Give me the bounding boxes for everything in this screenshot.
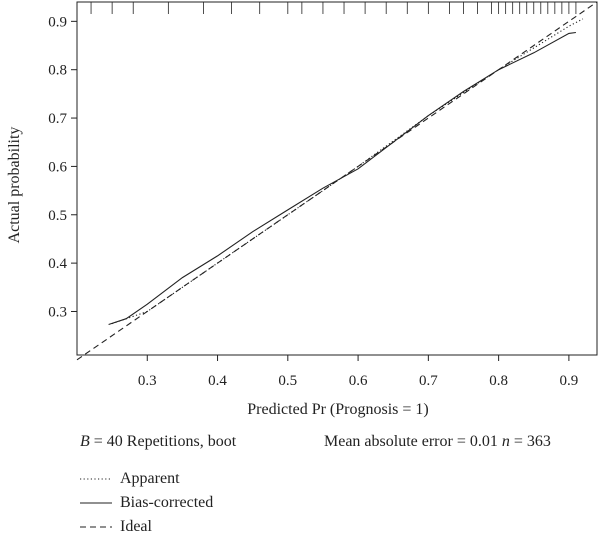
legend-swatch-apparent (80, 478, 112, 480)
legend-label-bias-corrected: Bias-corrected (120, 494, 214, 511)
n-text: = 363 (509, 433, 551, 450)
legend-label-apparent: Apparent (120, 470, 180, 487)
y-tick-label: 0.7 (48, 111, 67, 127)
x-axis-label: Predicted Pr (Prognosis = 1) (247, 401, 428, 418)
x-tick-label: 0.3 (138, 373, 157, 389)
b-symbol: B (80, 433, 90, 450)
legend-label-ideal: Ideal (120, 518, 152, 535)
x-tick-label: 0.9 (560, 373, 579, 389)
legend-swatch-ideal (80, 526, 112, 528)
y-tick-label: 0.8 (48, 63, 67, 79)
y-tick-label: 0.5 (48, 208, 67, 224)
legend-item-apparent: Apparent (80, 469, 180, 489)
bootstrap-info: B = 40 Repetitions, boot (80, 433, 236, 451)
n-symbol: n (501, 433, 510, 450)
series-bias-corrected (108, 31, 576, 326)
y-tick-label: 0.9 (48, 14, 67, 30)
b-text: = 40 Repetitions, boot (89, 433, 237, 450)
y-tick-label: 0.3 (48, 304, 67, 320)
x-tick-label: 0.5 (278, 373, 297, 389)
mae-text: Mean absolute error = 0.01 (324, 433, 502, 450)
series-ideal (76, 1, 598, 361)
y-tick-label: 0.6 (48, 159, 67, 175)
plot-area: 0.3 0.4 0.5 0.6 0.7 0.8 0.9 0.3 0.4 0.5 0.6 0.7 0.8 0… (48, 1, 598, 389)
y-axis-label: Actual probability (6, 127, 23, 244)
x-tick-label: 0.7 (419, 373, 438, 389)
error-info: Mean absolute error = 0.01 n = 363 (324, 433, 551, 451)
plot-frame (76, 1, 598, 356)
legend-swatch-bias-corrected (80, 502, 112, 504)
x-tick-label: 0.4 (208, 373, 227, 389)
x-tick-label: 0.6 (349, 373, 368, 389)
y-tick-label: 0.4 (48, 256, 67, 272)
x-tick-label: 0.8 (489, 373, 508, 389)
legend-item-ideal: Ideal (80, 517, 152, 537)
legend-item-bias-corrected: Bias-corrected (80, 493, 213, 513)
